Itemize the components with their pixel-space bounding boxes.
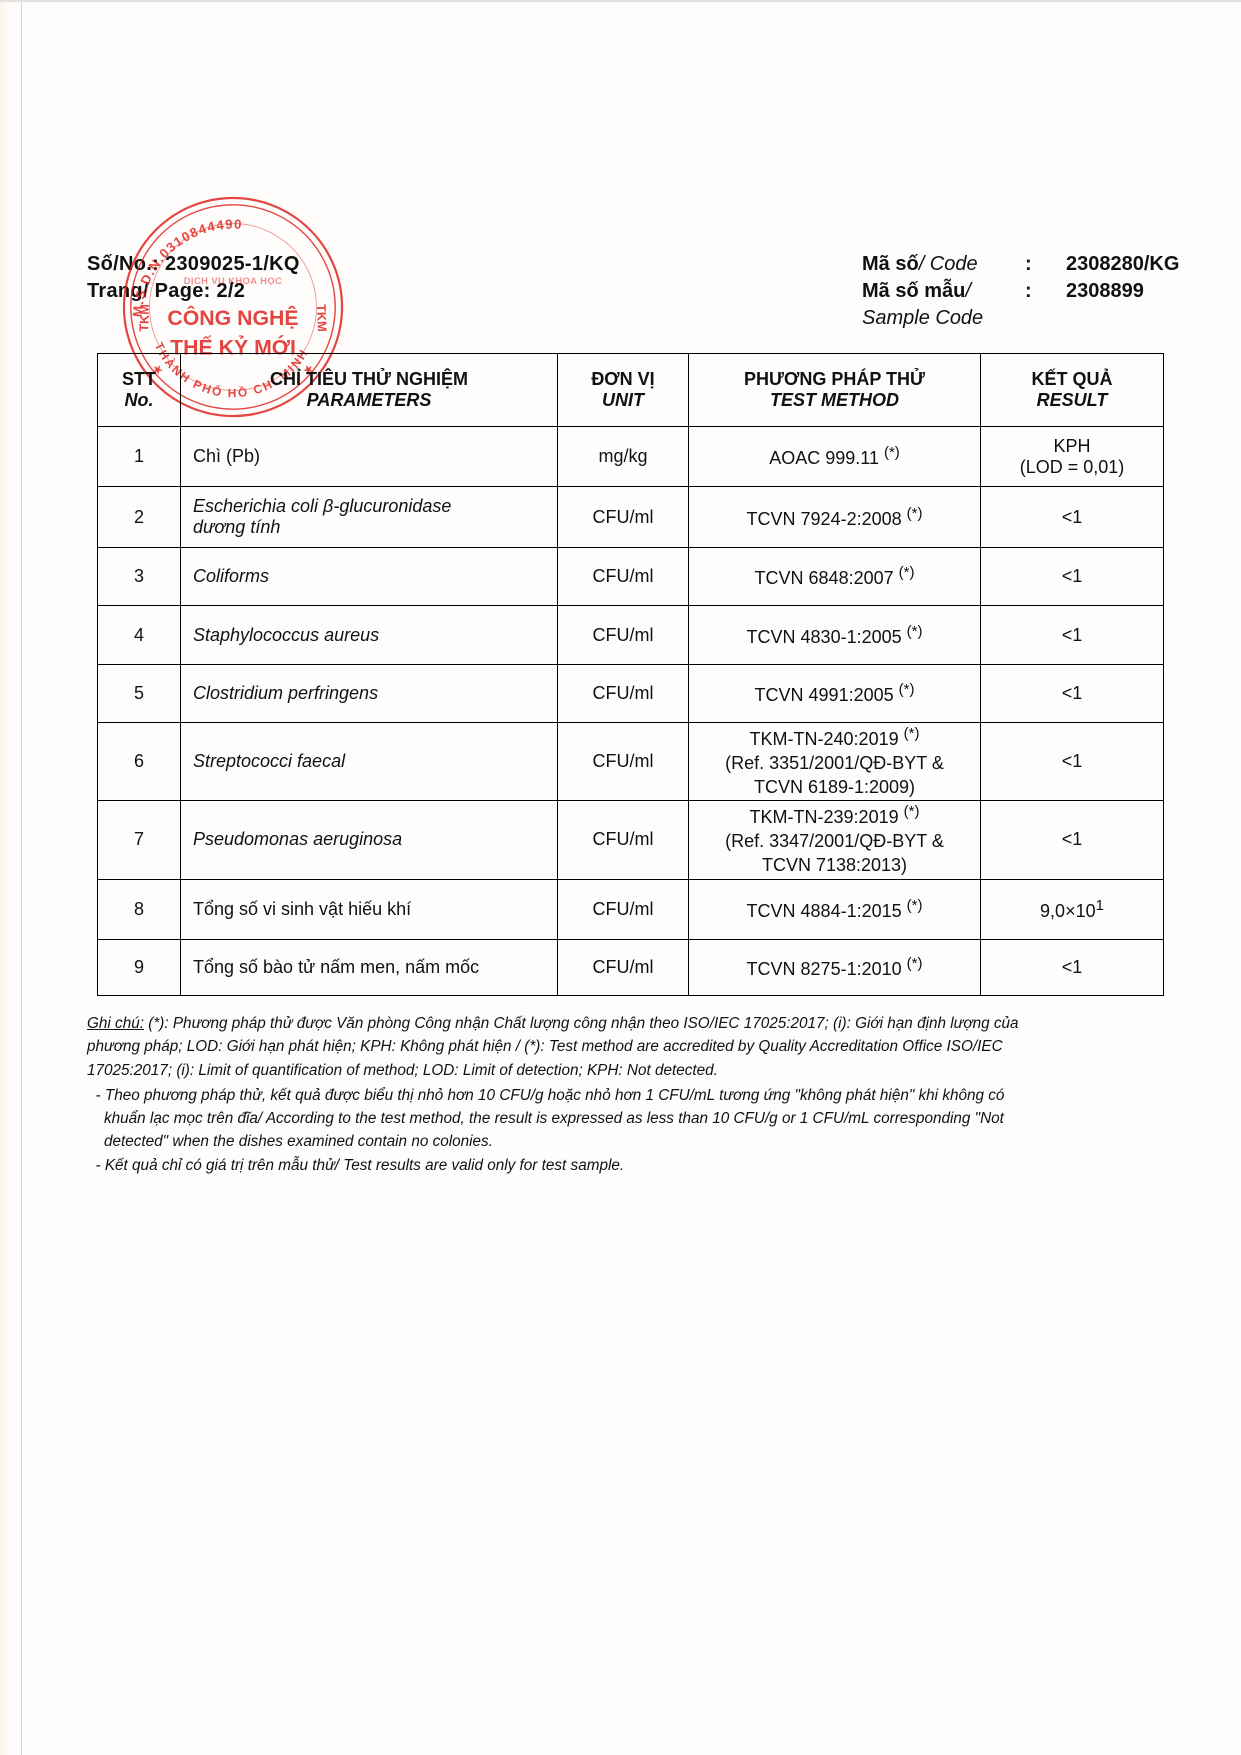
svg-text:TKM: TKM xyxy=(314,304,330,332)
svg-text:DỊCH VỤ KHOA HỌC: DỊCH VỤ KHOA HỌC xyxy=(184,276,283,286)
svg-text:CÔNG NGHỆ: CÔNG NGHỆ xyxy=(167,305,298,330)
svg-text:TKM: TKM xyxy=(136,304,152,332)
svg-text:M.S.D.N.0310844490: M.S.D.N.0310844490 xyxy=(130,217,243,318)
